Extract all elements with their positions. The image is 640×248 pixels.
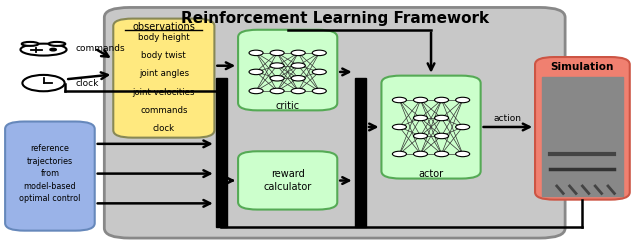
Circle shape	[392, 151, 406, 157]
Text: clock: clock	[153, 124, 175, 133]
Ellipse shape	[22, 42, 38, 46]
Text: commands: commands	[140, 106, 188, 115]
Circle shape	[249, 88, 263, 94]
Circle shape	[249, 69, 263, 75]
Circle shape	[392, 97, 406, 103]
FancyBboxPatch shape	[535, 57, 630, 200]
FancyBboxPatch shape	[113, 19, 214, 138]
Circle shape	[291, 76, 305, 81]
Text: commands: commands	[76, 44, 125, 53]
Text: body twist: body twist	[141, 51, 186, 60]
Circle shape	[435, 97, 449, 103]
Circle shape	[270, 76, 284, 81]
Circle shape	[249, 50, 263, 56]
Text: observations: observations	[132, 22, 195, 31]
FancyBboxPatch shape	[238, 30, 337, 110]
Circle shape	[413, 115, 428, 121]
FancyBboxPatch shape	[5, 122, 95, 231]
FancyBboxPatch shape	[238, 151, 337, 210]
Circle shape	[435, 115, 449, 121]
Text: critic: critic	[276, 101, 300, 111]
Circle shape	[456, 151, 470, 157]
Text: action: action	[493, 114, 522, 123]
Circle shape	[312, 50, 326, 56]
Ellipse shape	[20, 44, 67, 56]
FancyBboxPatch shape	[104, 7, 565, 238]
Circle shape	[392, 124, 406, 130]
Circle shape	[50, 48, 56, 51]
Circle shape	[291, 88, 305, 94]
Circle shape	[270, 50, 284, 56]
Circle shape	[456, 97, 470, 103]
Circle shape	[270, 88, 284, 94]
Circle shape	[456, 124, 470, 130]
FancyBboxPatch shape	[381, 76, 481, 179]
Circle shape	[22, 75, 65, 91]
Text: body height: body height	[138, 33, 189, 42]
Bar	[216, 78, 227, 227]
Ellipse shape	[49, 42, 65, 46]
Circle shape	[413, 133, 428, 139]
Text: Reinforcement Learning Framework: Reinforcement Learning Framework	[180, 11, 489, 26]
Circle shape	[435, 133, 449, 139]
Circle shape	[413, 97, 428, 103]
Circle shape	[413, 151, 428, 157]
Text: Simulation: Simulation	[550, 62, 614, 72]
Circle shape	[291, 50, 305, 56]
Circle shape	[312, 69, 326, 75]
Circle shape	[312, 88, 326, 94]
Text: actor: actor	[419, 169, 444, 179]
Text: joint velocities: joint velocities	[132, 88, 195, 96]
Circle shape	[270, 63, 284, 68]
Text: clock: clock	[76, 79, 99, 88]
Text: reward
calculator: reward calculator	[264, 169, 312, 192]
Circle shape	[435, 151, 449, 157]
Bar	[542, 77, 623, 196]
Text: joint angles: joint angles	[139, 69, 189, 78]
Bar	[355, 78, 366, 227]
Circle shape	[291, 63, 305, 68]
Text: reference
trajectories
from
model-based
optimal control: reference trajectories from model-based …	[19, 144, 81, 203]
